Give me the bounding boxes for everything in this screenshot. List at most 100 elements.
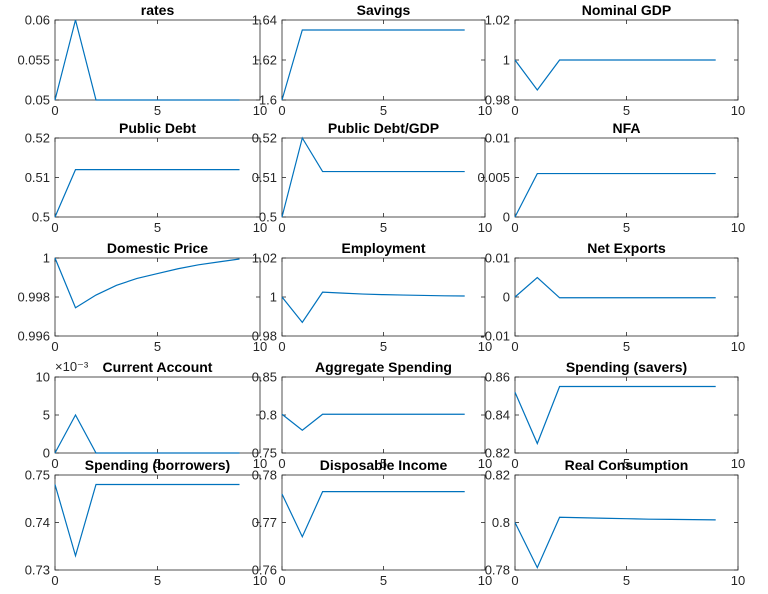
- y-tick-label: 0.98: [252, 329, 277, 344]
- subplot-title: Employment: [341, 240, 425, 256]
- x-tick-label: 0: [511, 573, 518, 588]
- x-tick-label: 5: [154, 103, 161, 118]
- plot-area: [281, 137, 486, 218]
- x-tick-label: 0: [51, 456, 58, 471]
- plot-area: [281, 474, 486, 571]
- subplot-title: Disposable Income: [320, 457, 448, 473]
- subplot: 0 5 10 0.05 0.055 0.06 rates: [17, 2, 267, 118]
- y-tick-label: 1.6: [259, 93, 277, 108]
- x-tick-label: 0: [511, 339, 518, 354]
- subplot-title: Spending (borrowers): [85, 457, 230, 473]
- y-tick-label: 0.01: [485, 131, 510, 146]
- x-tick-label: 10: [253, 339, 267, 354]
- y-tick-label: 0.8: [259, 408, 277, 423]
- subplot-title: Public Debt/GDP: [328, 120, 439, 136]
- y-tick-label: 0.06: [25, 13, 50, 28]
- y-tick-label: 0.73: [25, 563, 50, 578]
- y-tick-label: 0.996: [17, 329, 50, 344]
- subplot-title: Spending (savers): [566, 359, 687, 375]
- subplot: 0 5 10 0.98 1 1.02 Nominal GDP: [485, 2, 746, 118]
- y-tick-label: 0.76: [252, 563, 277, 578]
- x-tick-label: 5: [154, 456, 161, 471]
- subplot-title: NFA: [613, 120, 641, 136]
- series-line: [54, 19, 240, 101]
- x-tick-label: 10: [731, 220, 745, 235]
- x-tick-label: 5: [380, 220, 387, 235]
- x-tick-label: 10: [253, 103, 267, 118]
- y-tick-label: 10: [36, 370, 50, 385]
- y-tick-label: 1.62: [252, 53, 277, 68]
- y-tick-label: 5: [43, 408, 50, 423]
- x-tick-label: 10: [478, 103, 492, 118]
- series-line: [54, 257, 240, 309]
- x-tick-label: 10: [253, 220, 267, 235]
- x-tick-label: 10: [478, 220, 492, 235]
- y-tick-label: 1: [503, 53, 510, 68]
- y-tick-label: 0.05: [25, 93, 50, 108]
- subplot: 0 5 10 0.78 0.8 0.82 Real Consumption: [485, 457, 746, 588]
- plot-area: [514, 257, 739, 337]
- x-tick-label: 0: [51, 103, 58, 118]
- plot-area: [281, 376, 486, 454]
- series-line: [514, 276, 716, 299]
- x-tick-label: 5: [380, 456, 387, 471]
- y-tick-label: 0.78: [485, 563, 510, 578]
- plot-area: [54, 137, 261, 218]
- plot-area: [281, 257, 486, 337]
- subplot-title: Nominal GDP: [582, 2, 671, 18]
- x-tick-label: 10: [478, 339, 492, 354]
- x-tick-label: 0: [511, 220, 518, 235]
- y-tick-label: 0.74: [25, 515, 50, 530]
- subplot-title: Domestic Price: [107, 240, 208, 256]
- y-tick-label: 1.02: [485, 13, 510, 28]
- x-tick-label: 0: [511, 456, 518, 471]
- x-tick-label: 10: [731, 339, 745, 354]
- y-tick-label: 0.78: [252, 468, 277, 483]
- subplot: 0 5 10 0.996 0.998 1 Domestic Price: [17, 240, 267, 354]
- x-tick-label: 10: [731, 456, 745, 471]
- series-line: [281, 29, 465, 101]
- series-line: [514, 59, 716, 92]
- series-line: [281, 413, 465, 431]
- y-tick-label: 0.005: [477, 170, 510, 185]
- x-tick-label: 5: [623, 339, 630, 354]
- y-tick-label: 0.52: [252, 131, 277, 146]
- y-tick-label: 0: [503, 290, 510, 305]
- y-tick-label: 1: [43, 251, 50, 266]
- subplot: 0 5 10 0.73 0.74 0.75 Spending (borrowers): [25, 457, 268, 588]
- x-tick-label: 0: [278, 339, 285, 354]
- x-tick-label: 10: [253, 573, 267, 588]
- y-tick-label: 0: [503, 210, 510, 225]
- subplot-title: rates: [141, 2, 175, 18]
- plot-area: [54, 257, 261, 337]
- subplot-title: Net Exports: [587, 240, 666, 256]
- y-tick-label: 0.998: [17, 290, 50, 305]
- subplot-title: Current Account: [103, 359, 213, 375]
- y-tick-label: 0.51: [252, 170, 277, 185]
- y-tick-label: 0.82: [485, 446, 510, 461]
- x-tick-label: 5: [623, 103, 630, 118]
- x-tick-label: 0: [278, 103, 285, 118]
- y-tick-label: 0.51: [25, 170, 50, 185]
- y-tick-label: 0: [43, 446, 50, 461]
- x-tick-label: 0: [51, 220, 58, 235]
- y-tick-label: 0.75: [25, 468, 50, 483]
- x-tick-label: 5: [623, 220, 630, 235]
- plot-area: [514, 376, 739, 454]
- y-tick-label: 0.055: [17, 53, 50, 68]
- y-tick-label: 0.5: [32, 210, 50, 225]
- plot-area: [514, 137, 739, 218]
- subplot-title: Real Consumption: [565, 457, 689, 473]
- y-tick-label: 0.5: [259, 210, 277, 225]
- plot-area: [514, 474, 739, 571]
- subplot: 0 5 10 0 0.005 0.01 NFA: [477, 120, 745, 235]
- x-tick-label: 10: [253, 456, 267, 471]
- subplot: 0 5 10 0 5 10 ×10⁻³ Current Account: [36, 359, 268, 471]
- subplot-title: Public Debt: [119, 120, 196, 136]
- y-tick-label: 0.01: [485, 251, 510, 266]
